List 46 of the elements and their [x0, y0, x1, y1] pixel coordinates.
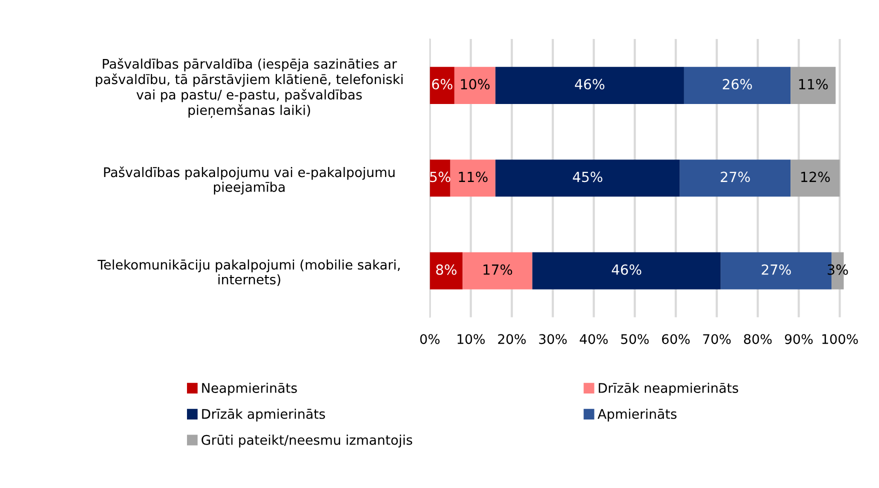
text: 46%	[574, 78, 604, 90]
x-tick-label: 90%	[784, 334, 813, 344]
text: 26%	[722, 78, 752, 90]
text: 27%	[720, 172, 750, 182]
text: 45%	[572, 172, 602, 182]
x-tick-label: 0%	[420, 334, 440, 344]
text: 17%	[484, 264, 512, 275]
text: 10%	[461, 78, 490, 90]
bar	[532, 252, 721, 290]
bar	[462, 252, 532, 290]
x-tick-label: 20%	[498, 334, 526, 344]
legend-label: Grūti pateikt/neesmu izmantojis	[202, 434, 412, 448]
bar	[790, 160, 840, 197]
text: 8%	[436, 264, 456, 275]
x-tick-label: 60%	[662, 334, 690, 344]
x-tick-label: 50%	[621, 334, 649, 344]
text: 46%	[612, 264, 642, 275]
bar	[430, 160, 450, 197]
legend-label: Drīzāk neapmierināts	[598, 382, 738, 396]
legend-label: Apmierināts	[598, 408, 677, 422]
y-tick-label: Pašvaldības pārvaldība (iespēja sazināties ar pašvaldību, tā pārstāvjiem klātienē, telefoniski vai pa pastu/ e-pastu, pašvaldības pieņemšanas laiki)	[96, 58, 403, 118]
bar	[450, 160, 496, 197]
y-tick-label: Telekomunikāciju pakalpojumi (mobilie sakari, internets)	[98, 259, 400, 286]
y-tick-label: Pašvaldības pakalpojumu vai e-pakalpojumu pieejamība	[104, 166, 395, 195]
bar	[680, 160, 791, 197]
bar	[454, 66, 496, 104]
text: 5%	[430, 172, 450, 182]
text: 12%	[801, 172, 830, 182]
bar	[495, 66, 684, 104]
x-tick-label: 100%	[822, 334, 858, 344]
bar	[684, 66, 791, 104]
x-tick-label: 30%	[539, 334, 567, 344]
x-tick-label: 40%	[580, 334, 608, 344]
bar	[430, 252, 463, 290]
bar	[790, 66, 836, 104]
legend-label: Neapmierināts	[202, 382, 297, 396]
x-tick-label: 10%	[458, 334, 485, 344]
legend-label: Drīzāk apmierināts	[202, 408, 326, 422]
bar	[430, 66, 454, 104]
text: 27%	[762, 264, 791, 275]
text: 11%	[458, 172, 488, 182]
x-tick-label: 80%	[744, 334, 772, 344]
text: 6%	[432, 78, 452, 90]
text: 11%	[799, 78, 828, 90]
x-tick-label: 70%	[703, 334, 731, 344]
bar	[495, 160, 680, 197]
